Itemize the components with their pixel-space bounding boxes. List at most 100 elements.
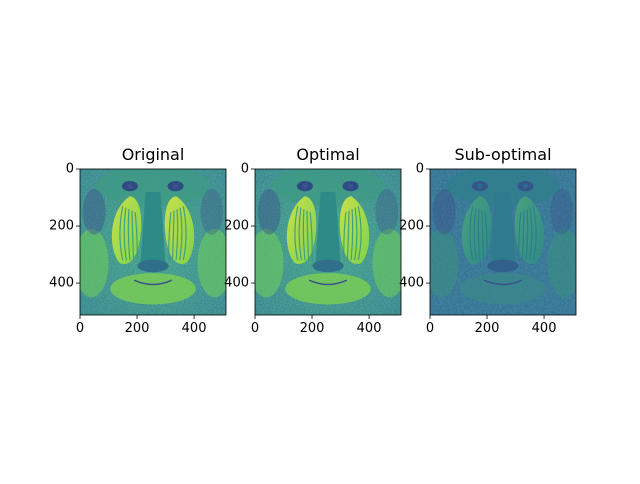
axes-frame bbox=[254, 168, 402, 316]
left-cheek-ridge bbox=[302, 209, 306, 261]
right-cheek-ridge bbox=[182, 205, 187, 261]
left-cheek bbox=[111, 196, 142, 264]
right-cheek-ridge bbox=[354, 207, 358, 261]
nose-bridge bbox=[140, 191, 166, 264]
right-dark-fur bbox=[550, 188, 574, 235]
right-side-fur bbox=[547, 228, 576, 298]
brow-region bbox=[95, 169, 211, 207]
y-tick-label: 400 bbox=[49, 275, 74, 291]
y-tick-label: 0 bbox=[240, 161, 249, 177]
left-cheek-ridge bbox=[119, 205, 124, 261]
brow-region bbox=[270, 169, 386, 207]
mandrill-image bbox=[430, 169, 576, 315]
left-dark-fur bbox=[432, 188, 456, 235]
left-cheek-ridge bbox=[477, 209, 481, 261]
mouth bbox=[133, 279, 173, 286]
left-cheek-ridge bbox=[309, 212, 313, 261]
left-cheek-ridge bbox=[481, 210, 485, 261]
left-cheek-ridge bbox=[298, 207, 302, 261]
mouth bbox=[483, 279, 523, 286]
left-cheek-ridge bbox=[469, 205, 474, 261]
right-cheek bbox=[514, 196, 545, 264]
right-cheek-ridge bbox=[175, 209, 179, 261]
left-dark-fur bbox=[257, 188, 281, 235]
left-cheek-ridge bbox=[473, 207, 477, 261]
y-tick-label: 400 bbox=[224, 275, 249, 291]
right-cheek-ridge bbox=[171, 210, 175, 261]
right-side-fur bbox=[197, 228, 226, 298]
x-tick-label: 400 bbox=[356, 321, 382, 336]
right-dark-fur bbox=[200, 188, 224, 235]
panel-title: Optimal bbox=[296, 145, 360, 164]
y-tick-label: 200 bbox=[399, 218, 424, 234]
right-cheek-ridge bbox=[525, 209, 529, 261]
mandrill-image bbox=[255, 169, 401, 315]
x-tick-label: 0 bbox=[250, 321, 260, 336]
chin-fur bbox=[110, 273, 196, 305]
left-cheek-ridge bbox=[127, 209, 131, 261]
right-cheek-ridge bbox=[529, 207, 533, 261]
x-tick-label: 0 bbox=[75, 321, 85, 336]
nose-bridge bbox=[490, 191, 516, 264]
panel-title: Original bbox=[121, 145, 185, 164]
right-cheek bbox=[164, 196, 195, 264]
right-cheek-ridge bbox=[350, 209, 354, 261]
brow-region bbox=[445, 169, 561, 207]
left-cheek-ridge bbox=[484, 212, 488, 261]
x-tick-label: 400 bbox=[531, 321, 557, 336]
right-cheek-ridge bbox=[532, 205, 537, 261]
nose-bridge bbox=[315, 191, 341, 264]
x-tick-label: 400 bbox=[181, 321, 207, 336]
left-cheek-ridge bbox=[306, 210, 310, 261]
right-side-fur bbox=[372, 228, 401, 298]
nostrils bbox=[137, 259, 169, 273]
left-side-fur bbox=[80, 228, 109, 298]
right-pupil bbox=[172, 183, 179, 189]
right-cheek-ridge bbox=[518, 212, 522, 261]
nostrils bbox=[312, 259, 344, 273]
x-tick-label: 200 bbox=[474, 321, 500, 336]
x-tick-label: 0 bbox=[425, 321, 435, 336]
y-tick-label: 200 bbox=[49, 218, 74, 234]
mouth bbox=[308, 279, 348, 286]
chin-fur bbox=[460, 273, 546, 305]
left-pupil bbox=[302, 183, 308, 189]
axes-frame bbox=[79, 168, 227, 316]
left-dark-fur bbox=[82, 188, 106, 235]
image-panel-optimal bbox=[251, 168, 402, 319]
right-cheek-ridge bbox=[179, 207, 183, 261]
chin-fur bbox=[285, 273, 371, 305]
image-panel-original bbox=[76, 168, 227, 319]
right-cheek-ridge bbox=[521, 210, 525, 261]
y-tick-label: 0 bbox=[415, 161, 424, 177]
y-tick-label: 400 bbox=[399, 275, 424, 291]
x-tick-label: 200 bbox=[299, 321, 325, 336]
left-side-fur bbox=[430, 228, 459, 298]
right-dark-fur bbox=[375, 188, 399, 235]
left-cheek bbox=[286, 196, 317, 264]
right-cheek-ridge bbox=[343, 212, 347, 261]
left-cheek-ridge bbox=[131, 210, 135, 261]
right-cheek-ridge bbox=[357, 205, 362, 261]
nostrils bbox=[487, 259, 519, 273]
right-pupil bbox=[347, 183, 354, 189]
panel-title: Sub-optimal bbox=[454, 145, 552, 164]
left-cheek-ridge bbox=[134, 212, 138, 261]
image-panel-suboptimal bbox=[426, 168, 577, 319]
right-cheek-ridge bbox=[346, 210, 350, 261]
left-side-fur bbox=[255, 228, 284, 298]
left-cheek bbox=[461, 196, 492, 264]
left-cheek-ridge bbox=[123, 207, 127, 261]
right-pupil bbox=[522, 183, 529, 189]
panels-layer bbox=[76, 168, 577, 319]
left-cheek-ridge bbox=[294, 205, 299, 261]
y-tick-label: 200 bbox=[224, 218, 249, 234]
right-cheek bbox=[339, 196, 370, 264]
y-tick-label: 0 bbox=[65, 161, 74, 177]
x-tick-label: 200 bbox=[124, 321, 150, 336]
axes-frame bbox=[429, 168, 577, 316]
mandrill-image bbox=[80, 169, 226, 315]
left-pupil bbox=[477, 183, 483, 189]
